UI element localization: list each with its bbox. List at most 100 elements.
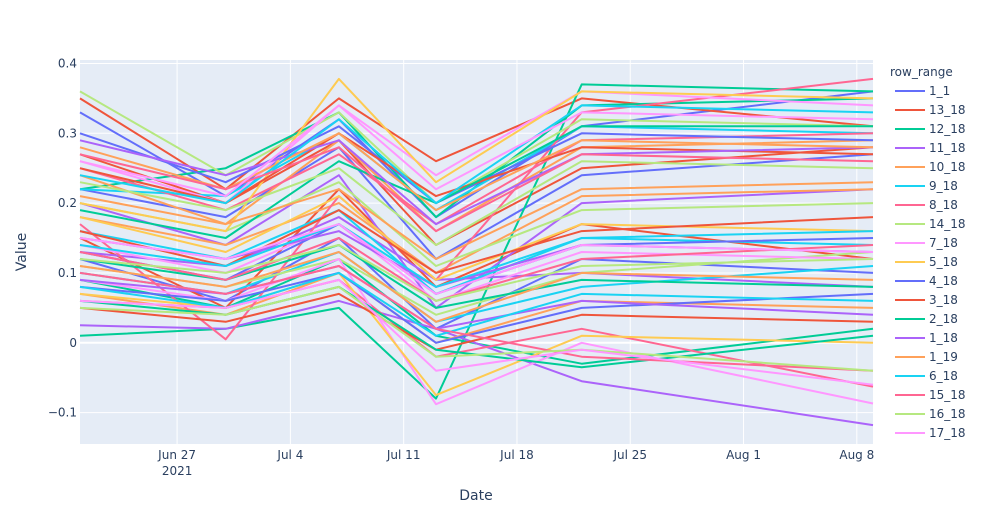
legend-label: 5_18 bbox=[929, 255, 958, 269]
legend-item[interactable]: 16_18 bbox=[895, 407, 966, 421]
legend-item[interactable]: 17_18 bbox=[895, 426, 966, 440]
series-line bbox=[79, 195, 874, 281]
x-tick-label: Aug 8 bbox=[839, 448, 874, 462]
legend-item[interactable]: 14_18 bbox=[895, 217, 966, 231]
legend-item[interactable]: 10_18 bbox=[895, 160, 966, 174]
legend-label: 2_18 bbox=[929, 312, 958, 326]
legend-item[interactable]: 1_1 bbox=[895, 84, 950, 98]
x-tick-label: Jul 25 bbox=[612, 448, 647, 462]
x-tick-label: Jul 18 bbox=[499, 448, 534, 462]
series-line bbox=[79, 265, 874, 372]
legend-item[interactable]: 6_18 bbox=[895, 369, 958, 383]
legend-label: 7_18 bbox=[929, 236, 958, 250]
x-tick-label: Jul 11 bbox=[386, 448, 421, 462]
legend-label: 14_18 bbox=[929, 217, 966, 231]
y-axis-title: Value bbox=[14, 233, 30, 271]
legend-item[interactable]: 2_18 bbox=[895, 312, 958, 326]
legend[interactable]: row_range 1_1 13_18 12_18 11_18 10_18 9_18 8_1… bbox=[890, 65, 966, 440]
legend-label: 3_18 bbox=[929, 293, 958, 307]
series-line bbox=[79, 104, 874, 205]
legend-label: 10_18 bbox=[929, 160, 966, 174]
series-15_18 bbox=[79, 146, 874, 372]
legend-label: 8_18 bbox=[929, 198, 958, 212]
series-line bbox=[79, 223, 874, 302]
series-line bbox=[79, 139, 874, 226]
legend-label: 9_18 bbox=[929, 179, 958, 193]
legend-item[interactable]: 5_18 bbox=[895, 255, 958, 269]
series-line bbox=[79, 160, 874, 246]
legend-item[interactable]: 12_18 bbox=[895, 122, 966, 136]
legend-item[interactable]: 7_18 bbox=[895, 236, 958, 250]
series-line bbox=[79, 83, 874, 400]
legend-label: 13_18 bbox=[929, 103, 966, 117]
legend-item[interactable]: 11_18 bbox=[895, 141, 966, 155]
x-tick-label: Jul 4 bbox=[276, 448, 303, 462]
legend-label: 17_18 bbox=[929, 426, 966, 440]
series-line bbox=[79, 271, 874, 397]
y-tick-label: 0 bbox=[69, 336, 77, 350]
series-line bbox=[79, 146, 874, 260]
series-line bbox=[79, 77, 874, 233]
x-year-label: 2021 bbox=[162, 464, 193, 478]
x-axis-title: Date bbox=[459, 488, 492, 504]
series-6_18 bbox=[79, 104, 874, 337]
series-line bbox=[79, 90, 874, 205]
series-line bbox=[79, 278, 874, 386]
legend-item[interactable]: 15_18 bbox=[895, 388, 966, 402]
legend-item[interactable]: 13_18 bbox=[895, 103, 966, 117]
series-line bbox=[79, 237, 874, 330]
series-line bbox=[79, 132, 874, 212]
series-line bbox=[79, 181, 874, 260]
y-tick-label: −0.1 bbox=[48, 406, 77, 420]
legend-title: row_range bbox=[890, 65, 953, 79]
series-line bbox=[79, 251, 874, 323]
legend-label: 15_18 bbox=[929, 388, 966, 402]
x-tick-label: Aug 1 bbox=[726, 448, 761, 462]
series-16_18 bbox=[79, 160, 874, 372]
legend-label: 6_18 bbox=[929, 369, 958, 383]
legend-label: 11_18 bbox=[929, 141, 966, 155]
legend-label: 1_18 bbox=[929, 331, 958, 345]
series-line bbox=[79, 216, 874, 288]
series-line bbox=[79, 139, 874, 233]
series-1_19 bbox=[79, 132, 874, 323]
series-line bbox=[79, 244, 874, 302]
legend-item[interactable]: 8_18 bbox=[895, 198, 958, 212]
legend-label: 1_1 bbox=[929, 84, 950, 98]
series-17_18 bbox=[79, 104, 874, 386]
series-line bbox=[79, 244, 874, 309]
y-axis: −0.1 0 0.1 0.2 0.3 0.4 bbox=[48, 56, 77, 419]
legend-item[interactable]: 4_18 bbox=[895, 274, 958, 288]
x-tick-label: Jun 27 bbox=[157, 448, 196, 462]
x-axis: Jun 27 2021 Jul 4 Jul 11 Jul 18 Jul 25 Aug 1 Au… bbox=[157, 448, 874, 478]
legend-label: 1_19 bbox=[929, 350, 958, 364]
legend-label: 4_18 bbox=[929, 274, 958, 288]
legend-item[interactable]: 1_18 bbox=[895, 331, 958, 345]
series-line bbox=[79, 237, 874, 302]
legend-label: 12_18 bbox=[929, 122, 966, 136]
y-tick-label: 0.4 bbox=[58, 56, 77, 70]
legend-item[interactable]: 3_18 bbox=[895, 293, 958, 307]
series-line bbox=[79, 285, 874, 372]
legend-label: 16_18 bbox=[929, 407, 966, 421]
y-tick-label: 0.2 bbox=[58, 196, 77, 210]
legend-item[interactable]: 1_19 bbox=[895, 350, 958, 364]
series-line bbox=[79, 209, 874, 274]
series-line bbox=[79, 209, 874, 295]
series-line bbox=[79, 299, 874, 427]
series-line bbox=[79, 271, 874, 344]
series-line bbox=[79, 90, 874, 205]
legend-item[interactable]: 9_18 bbox=[895, 179, 958, 193]
series-line bbox=[79, 285, 874, 369]
series-5_18 bbox=[79, 77, 874, 397]
series-line bbox=[79, 132, 874, 205]
series-line bbox=[79, 223, 874, 288]
series-line bbox=[79, 223, 874, 295]
series-line bbox=[79, 104, 874, 198]
y-tick-label: 0.3 bbox=[58, 126, 77, 140]
series-lines bbox=[79, 77, 874, 427]
y-tick-label: 0.1 bbox=[58, 266, 77, 280]
series-line bbox=[79, 271, 874, 337]
